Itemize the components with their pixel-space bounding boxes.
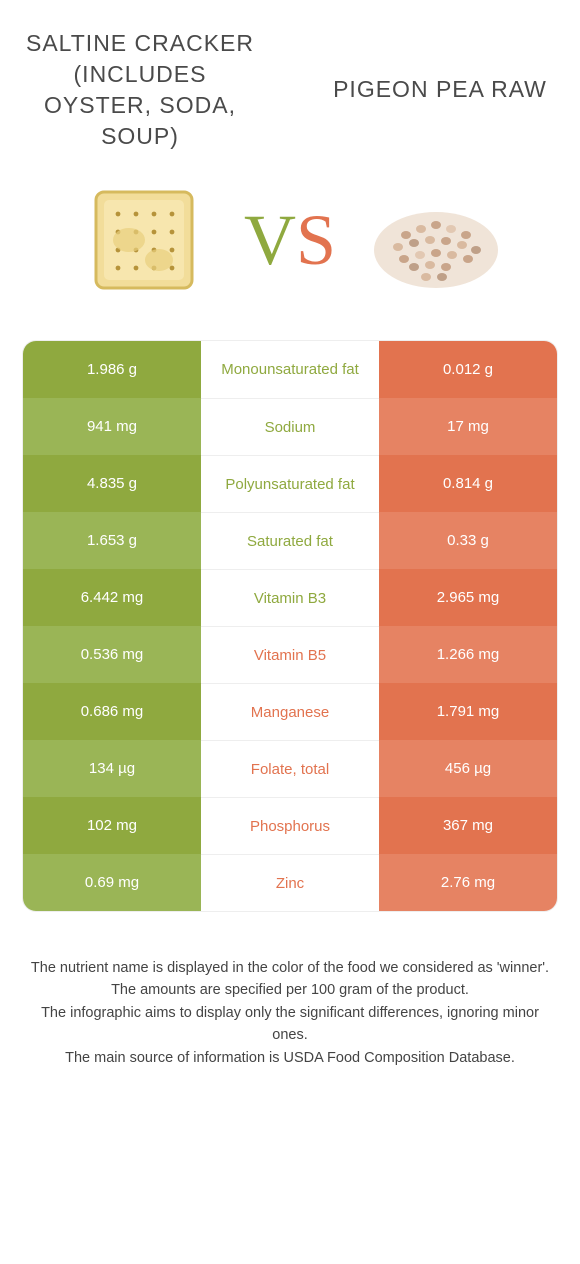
comparison-table: 1.986 gMonounsaturated fat0.012 g941 mgS… — [22, 340, 558, 912]
nutrient-label: Vitamin B5 — [201, 626, 379, 683]
value-right: 0.012 g — [379, 341, 557, 398]
value-left: 0.536 mg — [23, 626, 201, 683]
food-left-title: Saltine cracker (includes oyster, soda, … — [10, 20, 270, 160]
table-row: 1.653 gSaturated fat0.33 g — [23, 512, 557, 569]
value-left: 134 µg — [23, 740, 201, 797]
footer-notes: The nutrient name is displayed in the co… — [30, 957, 550, 1069]
footer-line: The main source of information is USDA F… — [30, 1047, 550, 1069]
value-right: 367 mg — [379, 797, 557, 854]
nutrient-label: Manganese — [201, 683, 379, 740]
table-row: 0.686 mgManganese1.791 mg — [23, 683, 557, 740]
value-left: 941 mg — [23, 398, 201, 455]
value-left: 4.835 g — [23, 455, 201, 512]
nutrient-label: Monounsaturated fat — [201, 341, 379, 398]
vs-s: S — [296, 199, 336, 282]
value-left: 0.686 mg — [23, 683, 201, 740]
value-right: 0.33 g — [379, 512, 557, 569]
value-right: 1.266 mg — [379, 626, 557, 683]
footer-line: The amounts are specified per 100 gram o… — [30, 979, 550, 1001]
value-left: 0.69 mg — [23, 854, 201, 911]
titles-row: Saltine cracker (includes oyster, soda, … — [0, 0, 580, 170]
value-right: 456 µg — [379, 740, 557, 797]
value-left: 6.442 mg — [23, 569, 201, 626]
nutrient-label: Phosphorus — [201, 797, 379, 854]
vs-label: VS — [244, 199, 336, 282]
value-right: 1.791 mg — [379, 683, 557, 740]
value-left: 1.653 g — [23, 512, 201, 569]
footer-line: The infographic aims to display only the… — [30, 1002, 550, 1047]
vs-row: VS — [0, 170, 580, 340]
nutrient-label: Polyunsaturated fat — [201, 455, 379, 512]
value-right: 2.76 mg — [379, 854, 557, 911]
nutrient-label: Folate, total — [201, 740, 379, 797]
vs-v: V — [244, 199, 296, 282]
value-right: 2.965 mg — [379, 569, 557, 626]
food-right-title: Pigeon pea raw — [310, 20, 570, 160]
food-right-image — [366, 170, 506, 310]
nutrient-label: Zinc — [201, 854, 379, 911]
table-row: 134 µgFolate, total456 µg — [23, 740, 557, 797]
value-left: 1.986 g — [23, 341, 201, 398]
table-row: 941 mgSodium17 mg — [23, 398, 557, 455]
table-row: 0.69 mgZinc2.76 mg — [23, 854, 557, 911]
footer-line: The nutrient name is displayed in the co… — [30, 957, 550, 979]
value-left: 102 mg — [23, 797, 201, 854]
table-row: 6.442 mgVitamin B32.965 mg — [23, 569, 557, 626]
nutrient-label: Vitamin B3 — [201, 569, 379, 626]
table-row: 102 mgPhosphorus367 mg — [23, 797, 557, 854]
nutrient-label: Sodium — [201, 398, 379, 455]
nutrient-label: Saturated fat — [201, 512, 379, 569]
table-row: 1.986 gMonounsaturated fat0.012 g — [23, 341, 557, 398]
table-row: 4.835 gPolyunsaturated fat0.814 g — [23, 455, 557, 512]
table-row: 0.536 mgVitamin B51.266 mg — [23, 626, 557, 683]
value-right: 0.814 g — [379, 455, 557, 512]
value-right: 17 mg — [379, 398, 557, 455]
food-left-image — [74, 170, 214, 310]
